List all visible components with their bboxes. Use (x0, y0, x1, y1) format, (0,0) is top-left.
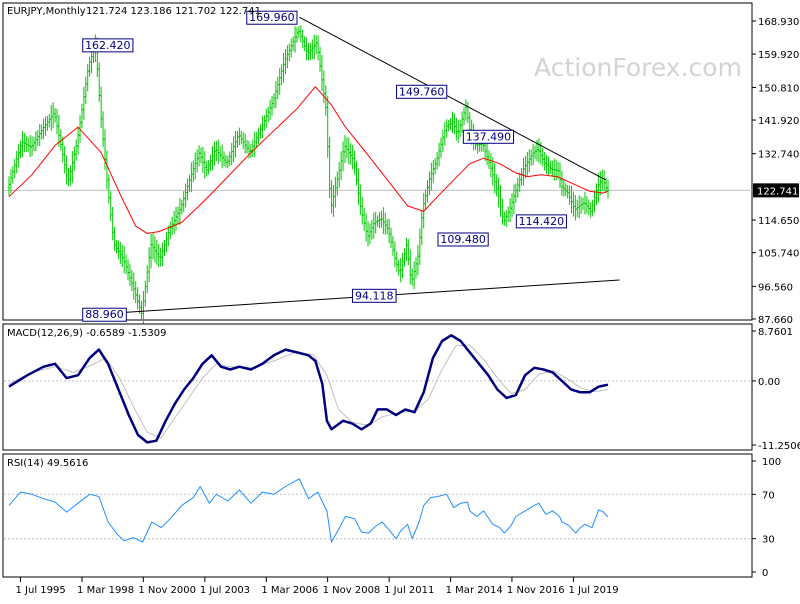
annotation-label: 88.960 (82, 307, 127, 322)
annotation-text: 162.420 (85, 39, 131, 52)
x-tick-label: 1 Nov 2016 (507, 585, 565, 596)
x-tick-label: 1 Jul 2019 (568, 585, 618, 596)
macd-y-axis: 8.7601 0.00 -11.2506 (752, 327, 800, 452)
x-tick-label: 1 Jul 2003 (200, 585, 250, 596)
last-price-label: 122.741 (757, 186, 798, 197)
annotation-box (515, 214, 568, 229)
annotation-box (246, 10, 298, 25)
price-tick-label: 87.660 (758, 315, 793, 326)
x-tick-label: 1 Mar 2014 (446, 585, 503, 596)
x-tick-label: 1 Nov 2008 (323, 585, 381, 596)
watermark-text: ActionForex.com (534, 53, 742, 82)
x-tick-label: 1 Mar 1998 (77, 585, 134, 596)
x-tick-label: 1 Jul 1995 (16, 585, 66, 596)
annotation-label: 162.420 (82, 38, 134, 53)
annotation-text: 169.960 (249, 11, 295, 24)
x-tick-label: 1 Nov 2000 (138, 585, 196, 596)
annotation-label: 114.420 (515, 214, 568, 229)
price-tick-label: 105.740 (758, 249, 799, 260)
rsi-layer (4, 478, 752, 543)
price-tick-label: 141.920 (758, 116, 799, 127)
annotation-text: 94.118 (355, 289, 394, 302)
moving-average-line (8, 86, 609, 234)
macd-tick-label: 8.7601 (758, 327, 793, 338)
macd-tick-label: -11.2506 (758, 441, 800, 452)
macd-tick-label: 0.00 (758, 377, 780, 388)
annotation-label: 137.490 (462, 129, 515, 144)
rsi-title: RSI(14) 49.5616 (7, 458, 88, 469)
rsi-tick-label: 70 (762, 490, 775, 501)
price-tick-label: 150.810 (758, 83, 799, 94)
x-tick-label: 1 Jul 2011 (384, 585, 434, 596)
x-tick-label: 1 Mar 2006 (261, 585, 318, 596)
price-panel-frame (2, 2, 753, 321)
annotation-box (396, 84, 448, 99)
ohlc-readout: 121.724 123.186 121.702 122.741 (86, 6, 261, 17)
annotation-box (437, 232, 489, 247)
annotation-label: 149.760 (396, 84, 448, 99)
symbol-title: EURJPY,Monthly (7, 6, 86, 17)
price-tick-label: 114.650 (758, 216, 799, 227)
annotation-text: 88.960 (85, 308, 124, 321)
annotation-box (82, 38, 134, 53)
annotation-text: 114.420 (519, 215, 565, 228)
price-tick-label: 168.930 (758, 17, 799, 28)
rsi-tick-label: 100 (762, 457, 781, 468)
last-price-tag (753, 183, 799, 198)
price-tick-label: 132.740 (758, 150, 799, 161)
resistance-trendline (299, 16, 606, 181)
price-tick-label: 96.560 (758, 282, 793, 293)
moving-average-layer (8, 86, 609, 234)
rsi-panel-frame (2, 453, 753, 578)
annotation-text: 109.480 (440, 233, 486, 246)
annotation-text: 137.490 (466, 130, 512, 143)
price-tick-label: 159.920 (758, 50, 799, 61)
annotation-box (462, 129, 515, 144)
x-axis: 1 Jul 1995 1 Mar 1998 1 Nov 2000 1 Jul 2003… (16, 577, 619, 596)
annotation-label: 94.118 (351, 288, 397, 303)
price-annotations: 169.960 162.420 149.760 137.490 109.480 114.4… (82, 10, 568, 322)
rsi-tick-label: 0 (762, 568, 768, 579)
annotation-label: 109.480 (437, 232, 489, 247)
rsi-y-axis: 100 70 30 0 (752, 457, 781, 579)
rsi-tick-label: 30 (762, 535, 775, 546)
macd-title: MACD(12,26,9) -0.6589 -1.5309 (7, 328, 167, 339)
annotation-label: 169.960 (246, 10, 298, 25)
rsi-line (8, 478, 609, 543)
price-y-axis: 168.930 159.920 150.810 141.920 132.740 114.6… (752, 17, 799, 326)
annotation-text: 149.760 (399, 85, 445, 98)
macd-layer (4, 334, 752, 444)
macd-panel-frame (2, 323, 753, 451)
macd-line (8, 334, 609, 444)
annotation-box (82, 307, 127, 322)
annotation-box (351, 288, 397, 303)
